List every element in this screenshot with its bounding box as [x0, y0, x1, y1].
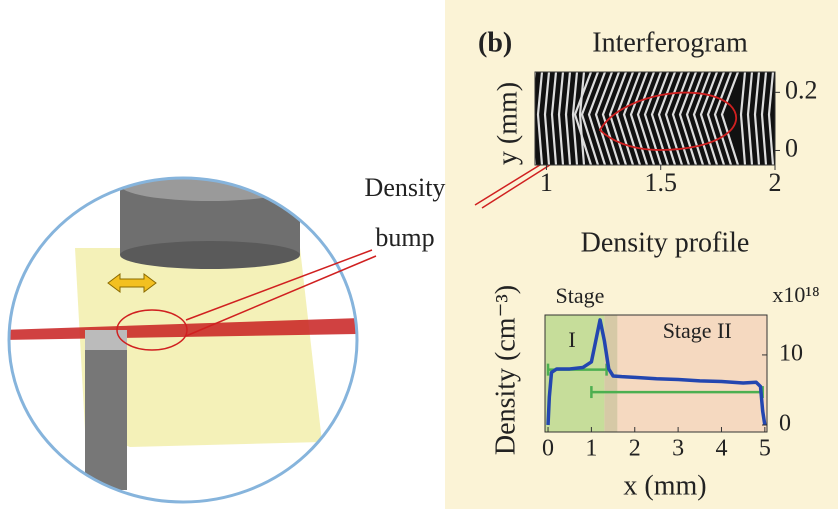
x-tick-label: 2	[629, 436, 641, 462]
y-tick-label: 10	[779, 340, 803, 366]
x-tick-label: 5	[759, 436, 771, 462]
nozzle-bottom	[120, 241, 300, 269]
x-tick-label: 3	[672, 436, 684, 462]
annotation: Density	[365, 173, 446, 202]
x-tick-label: 1	[585, 436, 597, 462]
tube	[85, 330, 127, 490]
x-tick-label: 2	[769, 168, 782, 197]
y-multiplier: x10¹⁸	[772, 282, 819, 307]
chart-title: Interferogram	[592, 27, 748, 58]
chart-title: Density profile	[581, 227, 750, 258]
stage-label: Stage II	[663, 318, 732, 343]
x-tick-label: 1.5	[644, 168, 677, 197]
x-axis-label: x (mm)	[623, 470, 706, 501]
panel-label: (b)	[478, 27, 512, 58]
x-tick-label: 4	[715, 436, 727, 462]
figure: (b) Density bump Interferogram y (mm) 1 1.5…	[0, 0, 838, 509]
y-axis-label: Density (cm⁻³)	[490, 285, 521, 455]
y-tick-label: 0	[785, 133, 798, 162]
x-tick-label: 1	[540, 168, 553, 197]
stage-label: I	[568, 327, 575, 352]
y-tick-label: 0.2	[785, 75, 818, 104]
y-axis-label: y (mm)	[492, 82, 523, 165]
y-tick-label: 0	[779, 410, 791, 436]
illustration	[0, 169, 360, 502]
nozzle-top	[120, 169, 300, 201]
stage-label: Stage	[556, 283, 605, 308]
x-tick-label: 0	[542, 436, 554, 462]
annotation: bump	[375, 223, 434, 252]
